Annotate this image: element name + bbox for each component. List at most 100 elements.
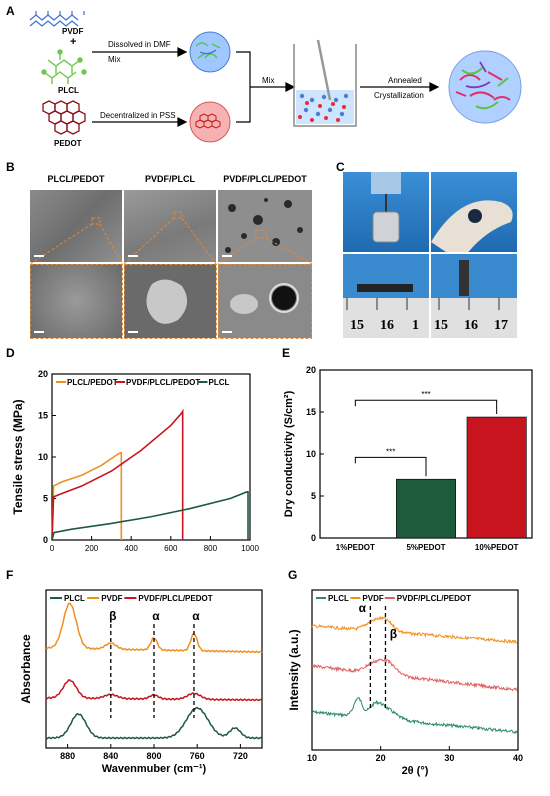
significance-label: *** [421,390,430,399]
sem-header-pvdf-plcl-pedot: PVDF/PLCL/PEDOT [218,174,312,188]
x-axis-label: Wavenmuber (cm⁻¹) [102,763,207,775]
pedot-hexagon-icon [42,100,86,135]
significance-bracket [354,456,427,477]
ruler-left-1: 1 [412,318,419,333]
y-tick-label: 20 [306,365,316,375]
sem-header-pvdf-plcl: PVDF/PLCL [124,174,216,188]
panel-label-c: C [336,160,345,174]
sem-header-plcl-pedot: PLCL/PEDOT [30,174,122,188]
panel-label-e: E [282,346,291,360]
peak-marker-label: α [152,609,160,623]
photo-ruler-width [431,254,517,338]
x-tick-label: 400 [125,544,139,553]
x-axis-label: 2θ (°) [402,765,429,777]
spectrum-line [45,706,263,740]
y-tick-label: 10 [306,449,316,459]
y-tick-label: 15 [38,411,48,421]
plot-frame [311,589,519,751]
x-tick-label: 30 [444,753,454,763]
y-axis-label: Tensile stress (MPa) [11,399,25,514]
x-tick-label: 840 [103,751,118,761]
legend-label: PVDF [101,594,122,603]
chart-g-xrd: 10 20 30 40 2θ (°) Intensity (a.u.) α β PLCL PVDF… [287,589,523,777]
pvdf-plcl-solution-dish [189,31,231,73]
chart-e-conductivity: 0 5 10 15 20 1%PEDOT 5%PEDOT 10%PEDOT Dry conduc… [283,365,533,552]
label-pedot: PEDOT [54,139,82,148]
ruler-right-17: 17 [494,318,508,333]
plcl-molecule-icon [41,49,87,84]
ruler-left-15: 15 [350,318,364,333]
panel-label-f: F [6,568,14,582]
sem-image-pvdf-plcl-pedot-high [218,264,312,338]
peak-marker-label: β [390,627,397,641]
y-tick-label: 5 [43,494,48,504]
label-mix-2: Mix [262,76,275,85]
panel-label-g: G [288,568,298,582]
label-decentralized-pss: Decentralized in PSS [100,111,176,120]
x-tick-label: 0 [50,544,55,553]
x-tick-label: 10%PEDOT [475,543,519,552]
pvdf-molecule-icon [29,11,85,27]
pattern-line [311,656,518,692]
x-tick-label: 20 [376,753,386,763]
series-line [51,408,184,541]
photo-weight-hanging [343,172,429,252]
chart-f-ftir: 880 840 800 760 720 Wavenmuber (cm⁻¹) Absorban… [19,589,263,775]
y-tick-label: 10 [38,452,48,462]
y-tick-label: 15 [306,407,316,417]
sem-image-plcl-pedot-low [30,190,122,262]
y-axis-label: Dry conductivity (S/cm²) [283,390,295,517]
legend-label: PLCL [209,378,230,387]
panel-label-b: B [6,160,15,174]
sem-image-pvdf-plcl-high [124,264,216,338]
significance-bracket [354,399,498,415]
panel-label-a: A [6,4,15,18]
legend-label: PVDF/PLCL/PEDOT [397,594,471,603]
x-tick-label: 760 [190,751,205,761]
legend-label: PLCL/PEDOT [67,378,118,387]
bar [466,416,527,539]
legend-label: PVDF [362,594,383,603]
x-tick-label: 40 [513,753,523,763]
label-mix-1: Mix [108,55,121,64]
y-tick-label: 5 [311,491,316,501]
y-tick-label: 20 [38,369,48,379]
y-tick-label: 0 [311,533,316,543]
plot-frame [51,373,251,541]
y-tick-label: 0 [43,535,48,545]
x-tick-label: 880 [60,751,75,761]
x-tick-label: 600 [164,544,178,553]
x-tick-label: 200 [85,544,99,553]
x-tick-label: 800 [204,544,218,553]
peak-marker-label: α [359,601,367,615]
ruler-right-16: 16 [464,318,478,333]
x-tick-label: 1%PEDOT [336,543,375,552]
label-dissolved-dmf: Dissolved in DMF [108,40,171,49]
bar [396,478,456,539]
photo-ruler-length [343,254,429,338]
significance-label: *** [386,447,395,456]
photo-finger-wrap [431,172,517,252]
peak-marker-label: α [192,609,200,623]
legend-label: PLCL [328,594,349,603]
x-tick-label: 5%PEDOT [406,543,445,552]
pedot-pss-dish [189,101,231,143]
series-line [51,452,123,541]
sem-image-plcl-pedot-high [30,264,122,338]
legend-label: PVDF/PLCL/PEDOT [126,378,200,387]
label-plcl: PLCL [58,86,79,95]
panel-label-d: D [6,346,15,360]
x-tick-label: 1000 [241,544,259,553]
x-tick-label: 10 [307,753,317,763]
pattern-line [311,697,518,734]
pattern-line [311,616,518,645]
legend-label: PVDF/PLCL/PEDOT [138,594,212,603]
peak-marker-label: β [109,609,116,623]
series-line [51,491,249,541]
y-axis-label: Absorbance [19,634,33,704]
mixing-beaker-icon [293,39,357,127]
y-axis-label: Intensity (a.u.) [287,629,301,710]
panel-a-schematic [29,11,522,143]
sem-image-pvdf-plcl-pedot-low [218,190,312,262]
